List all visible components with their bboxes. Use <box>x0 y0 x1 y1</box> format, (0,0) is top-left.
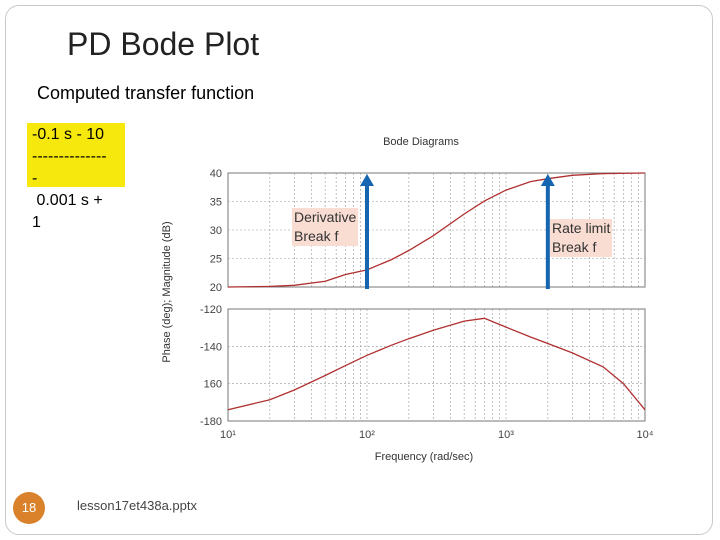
tf-line-numerator: -0.1 s - 10 <box>32 126 105 143</box>
page-number-badge: 18 <box>13 492 45 524</box>
slide-subtitle: Computed transfer function <box>37 83 255 103</box>
rate-limit-annotation-line1: Rate limit <box>552 220 611 236</box>
tf-line-denominator-wrap: 1 <box>32 214 41 231</box>
phase-y-tick-label: -180 <box>200 416 222 428</box>
x-tick-label: 10⁴ <box>637 429 654 441</box>
transfer-function-highlight <box>27 123 125 187</box>
phase-y-tick-label: -120 <box>200 304 222 316</box>
transfer-function: -0.1 s - 10 -------------- - 0.001 s + 1 <box>32 124 107 234</box>
magnitude-series-line <box>227 172 646 288</box>
chart-title: Bode Diagrams <box>383 136 459 148</box>
rate-limit-break-annotation: Rate limit Break f <box>550 219 613 257</box>
phase-series-line <box>227 317 646 411</box>
phase-panel-frame <box>227 308 646 422</box>
tf-line-denominator: 0.001 s + <box>32 192 103 209</box>
magnitude-y-tick-label: 25 <box>210 254 222 266</box>
magnitude-y-tick-label: 35 <box>210 197 222 209</box>
break-frequency-arrow-head <box>360 174 374 186</box>
break-frequency-arrow-head <box>540 174 555 186</box>
phase-y-tick-label: -140 <box>200 341 222 353</box>
slide-title: PD Bode Plot <box>67 26 260 62</box>
tf-line-fraction-bar: -------------- <box>32 148 107 165</box>
phase-y-tick-label: 160 <box>204 379 222 391</box>
magnitude-y-tick-label: 40 <box>210 168 222 180</box>
x-axis-label: Frequency (rad/sec) <box>375 451 473 463</box>
x-tick-label: 10² <box>359 429 375 441</box>
x-tick-label: 10¹ <box>220 429 236 441</box>
x-tick-label: 10³ <box>498 429 514 441</box>
rate-limit-annotation-line2: Break f <box>552 239 597 255</box>
magnitude-y-tick-label: 20 <box>210 282 222 294</box>
derivative-break-annotation: Derivative Break f <box>292 208 359 246</box>
tf-line-fraction-bar-wrap: - <box>32 170 38 187</box>
derivative-annotation-line1: Derivative <box>294 209 357 225</box>
y-axis-label: Phase (deg); Magnitude (dB) <box>161 221 173 362</box>
magnitude-y-tick-label: 30 <box>210 225 222 237</box>
derivative-annotation-line2: Break f <box>294 228 339 244</box>
footer-filename: lesson17et438a.pptx <box>77 498 197 513</box>
